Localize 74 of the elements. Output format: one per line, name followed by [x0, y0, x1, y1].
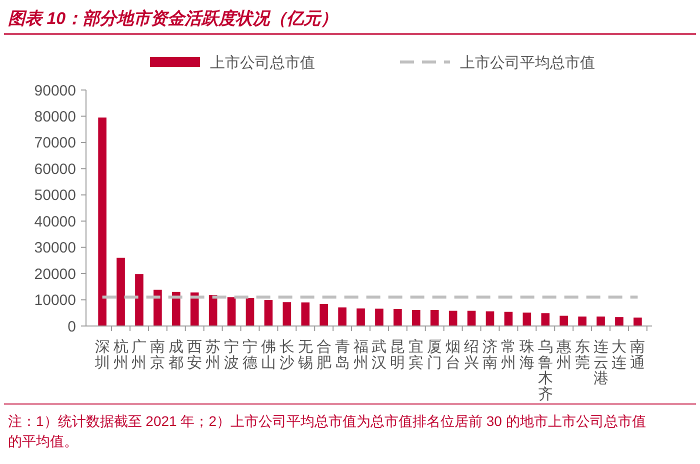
x-tick-label: 合肥	[316, 338, 332, 372]
x-tick-label: 昆明	[390, 338, 406, 372]
bar	[264, 300, 273, 326]
bar	[154, 290, 162, 326]
legend-label: 上市公司总市值	[210, 54, 315, 72]
bar	[467, 310, 476, 326]
y-tick-label: 80000	[34, 108, 76, 126]
x-tick-label: 广州	[132, 338, 147, 372]
x-tick-label: 南通	[630, 338, 646, 372]
bar	[208, 295, 218, 326]
bar	[596, 316, 605, 326]
bar	[486, 311, 494, 326]
y-tick-label: 10000	[34, 292, 76, 310]
bar	[448, 310, 458, 326]
x-tick-label: 佛山	[260, 338, 276, 372]
bar	[504, 312, 513, 326]
bar	[320, 304, 328, 326]
x-tick-label: 东莞	[574, 338, 590, 372]
text: 注：1）统计数据截至 2021 年；2）上市公司平均总市值为总市值排名位居前 30 的地市上市公司总市值的平均值。	[8, 413, 646, 449]
bar	[541, 313, 550, 326]
bar	[282, 302, 292, 326]
x-tick-label: 福州	[353, 338, 368, 372]
x-tick-label: 深圳	[94, 338, 110, 372]
x-tick-label: 常州	[500, 338, 516, 372]
x-tick-label: 乌鲁木齐	[538, 338, 553, 403]
bar	[375, 308, 384, 326]
y-tick-label: 70000	[34, 134, 76, 152]
bar	[135, 274, 144, 326]
legend-label: 上市公司平均总市值	[460, 54, 595, 72]
x-tick-label: 宁波	[224, 338, 240, 372]
x-tick-label: 青岛	[334, 338, 350, 372]
bar	[246, 298, 254, 326]
x-tick-label: 宜宾	[408, 338, 424, 372]
x-tick-label: 杭州	[112, 338, 128, 372]
x-tick-label: 连云港	[593, 338, 608, 387]
y-tick-label: 20000	[34, 266, 76, 283]
bar	[615, 317, 624, 326]
bar	[430, 310, 439, 326]
x-tick-label: 宁德	[242, 338, 258, 372]
x-tick-label: 西安	[187, 338, 202, 372]
x-tick-label: 成都	[168, 338, 184, 372]
bar	[634, 318, 642, 326]
x-tick-label: 苏州	[206, 338, 221, 372]
x-tick-label: 无锡	[296, 338, 313, 372]
bar	[172, 292, 180, 326]
bar	[338, 307, 346, 326]
x-tick-label: 大连	[612, 338, 627, 372]
x-tick-label: 济南	[482, 338, 498, 372]
bar	[98, 118, 106, 326]
y-tick-label: 0	[68, 318, 76, 336]
x-tick-label: 南京	[150, 338, 166, 372]
x-tick-label: 武汉	[372, 338, 387, 372]
bar	[116, 258, 125, 326]
bar	[394, 308, 402, 326]
chart-title: 图表 10：部分地市资金活跃度状况（亿元）	[8, 9, 338, 28]
y-tick-label: 30000	[34, 240, 76, 257]
bar	[522, 312, 532, 326]
x-tick-label: 惠州	[555, 338, 572, 372]
y-tick-label: 90000	[34, 82, 76, 100]
bar	[301, 302, 310, 326]
bar	[356, 308, 365, 326]
y-tick-label: 60000	[34, 160, 76, 178]
x-tick-label: 厦门	[427, 338, 442, 372]
x-tick-label: 长沙	[279, 338, 294, 372]
y-tick-label: 50000	[34, 187, 76, 204]
x-tick-label: 烟台	[446, 338, 461, 372]
bar	[578, 316, 586, 326]
x-tick-label: 绍兴	[464, 338, 480, 372]
bar	[560, 316, 568, 326]
y-tick-label: 40000	[34, 213, 76, 230]
bar	[190, 292, 199, 326]
bar	[227, 297, 236, 326]
bar	[412, 310, 420, 326]
x-tick-label: 珠海	[519, 338, 534, 372]
